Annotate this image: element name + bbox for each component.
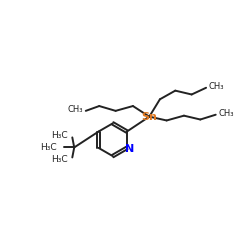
Text: Sn: Sn xyxy=(141,112,157,122)
Text: CH₃: CH₃ xyxy=(209,82,224,91)
Text: CH₃: CH₃ xyxy=(68,106,83,114)
Text: H₃C: H₃C xyxy=(51,155,68,164)
Text: CH₃: CH₃ xyxy=(218,109,234,118)
Text: H₃C: H₃C xyxy=(40,142,57,152)
Text: H₃C: H₃C xyxy=(51,130,68,140)
Text: N: N xyxy=(125,144,134,154)
